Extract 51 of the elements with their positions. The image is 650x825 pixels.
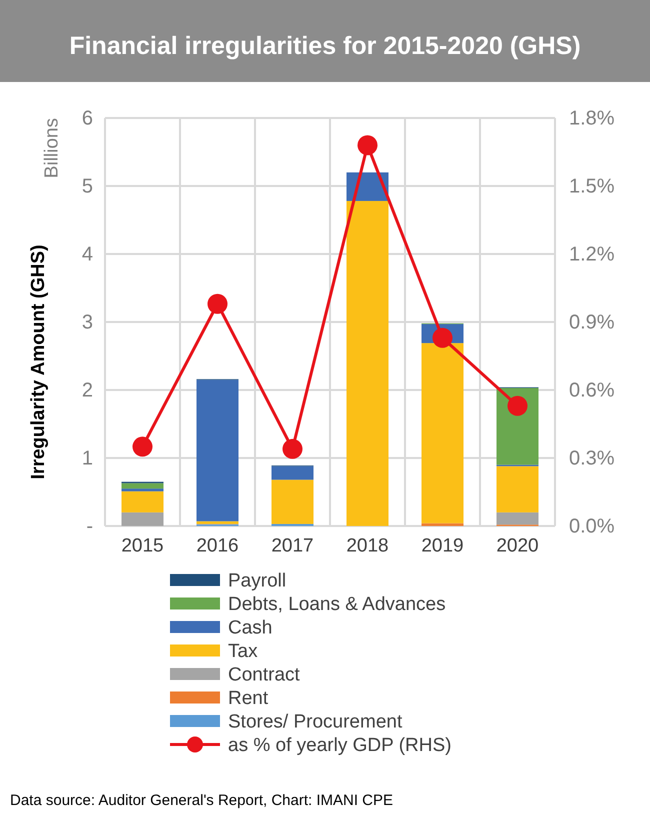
point [508,396,528,416]
source-note: Data source: Auditor General's Report, Chart: IMANI CPE [10,792,394,809]
x-tick-label: 2019 [421,535,464,556]
y-tick-label: 4 [82,243,93,266]
legend-label: Rent [228,688,269,710]
legend-label: Payroll [228,570,286,592]
text: Billions [41,118,62,178]
bar [272,480,314,524]
y2-tick-label: 1.8% [569,107,615,130]
x-tick-label: 2018 [346,535,389,556]
y-tick-label: 2 [82,379,93,402]
y2-tick-label: 0.3% [569,447,615,470]
bar [122,512,164,526]
legend-label: Stores/ Procurement [228,712,403,733]
legend-label: Tax [228,641,258,662]
bar [122,483,164,489]
y-tick-label: - [86,515,93,538]
point [132,436,152,457]
x-tick-label: 2015 [121,535,164,556]
bar [496,512,538,525]
y-tick-label: 1 [82,447,93,470]
legend-label: as % of yearly GDP (RHS) [228,735,452,756]
x-tick-label: 2016 [196,535,239,556]
y-axis-title: Irregularity Amount (GHS) [28,244,49,480]
bar [122,488,164,492]
y2-tick-label: 0.0% [569,515,615,538]
bar [196,521,238,524]
legend-label: Contract [228,664,301,686]
point [358,135,378,156]
x-tick-label: 2017 [271,535,314,556]
bar [272,466,314,480]
chart-title: Financial irregularities for 2015-2020 (GHS) [69,32,581,60]
point [208,294,228,314]
bar [196,380,238,522]
point [282,438,302,459]
x-tick-label: 2020 [496,535,539,556]
y-tick-label: 3 [82,311,93,334]
bar [346,200,388,526]
legend-label: Debts, Loans & Advances [228,594,446,616]
y2-tick-label: 1.2% [569,243,615,266]
point [432,328,452,348]
bar [496,466,538,512]
bar [122,491,164,512]
y2-tick-label: 1.5% [569,175,615,198]
bar [422,523,464,526]
y2-tick-label: 0.9% [569,311,615,334]
y2-tick-label: 0.6% [569,379,615,402]
legend-label: Cash [228,618,272,639]
y-tick-label: 5 [82,175,93,198]
y-tick-label: 6 [82,107,93,130]
bar [422,343,464,524]
